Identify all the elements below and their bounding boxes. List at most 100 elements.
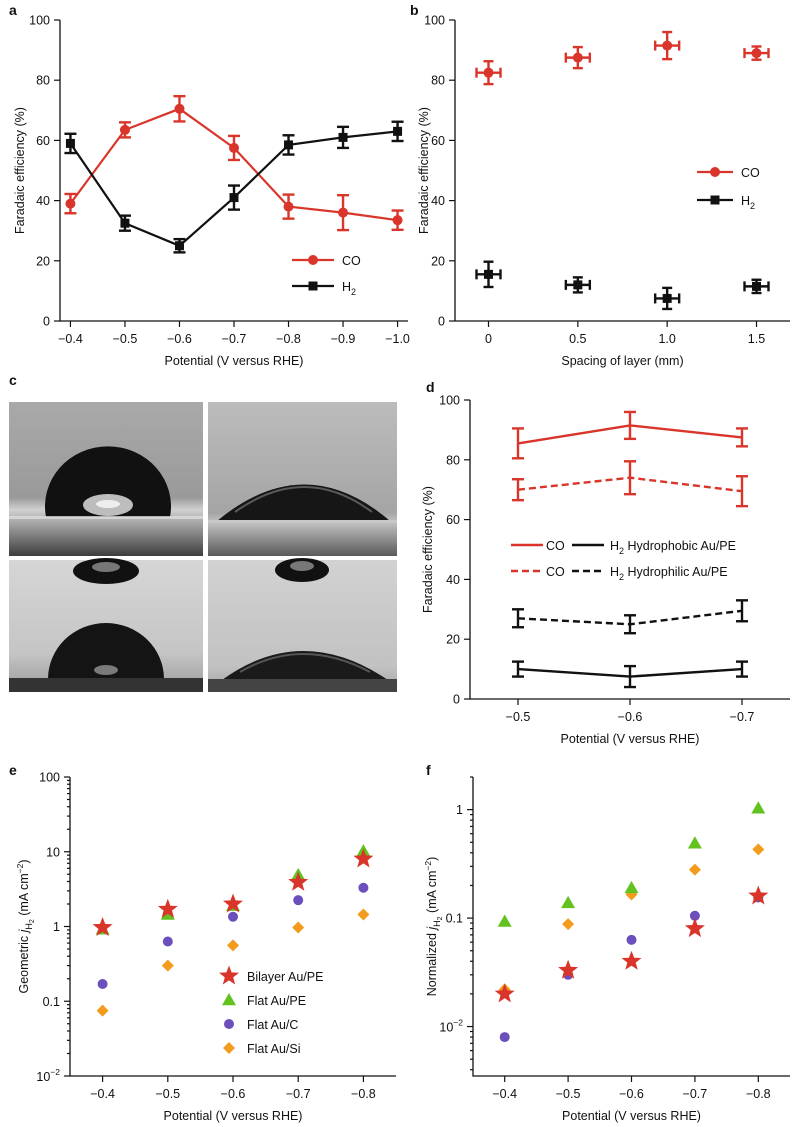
panel-label: b (410, 2, 419, 18)
y-tick-label: 80 (446, 453, 460, 467)
y-tick-label: 10 (46, 845, 60, 859)
data-point (752, 281, 761, 291)
data-point (751, 801, 766, 814)
data-point (228, 911, 238, 922)
label-subscript-2: 2 (29, 919, 36, 923)
legend-label: H2 (342, 280, 356, 297)
data-point (292, 921, 305, 934)
data-point (92, 917, 113, 936)
legend-label-co: CO (546, 565, 565, 579)
data-point (120, 218, 130, 228)
y-tick-label: 0.1 (446, 912, 463, 926)
x-tick-label: −0.6 (221, 1087, 246, 1101)
data-point (624, 880, 639, 894)
legend-label: CO (741, 166, 760, 180)
legend-subscript: 2 (750, 201, 755, 211)
hydrophilic-droplet-image (208, 402, 397, 556)
panel-label: e (9, 762, 17, 778)
legend: CO H2 (292, 254, 361, 297)
data-point (572, 52, 583, 63)
x-tick-label: −0.5 (113, 332, 138, 346)
data-point (338, 132, 348, 142)
legend-label: CO (342, 254, 361, 268)
x-tick-label: −0.5 (556, 1087, 581, 1101)
legend-text: H (610, 565, 619, 579)
label-symbol: j (425, 926, 439, 932)
data-point (162, 936, 173, 947)
x-tick-label: 0.5 (569, 332, 586, 346)
data-point (229, 142, 239, 153)
x-axis-label: Potential (V versus RHE) (165, 354, 304, 368)
data-point (174, 241, 184, 251)
legend-label: Flat Au/C (247, 1018, 298, 1032)
y-tick-label: 40 (431, 194, 445, 208)
x-tick-label: −0.5 (155, 1087, 180, 1101)
chart-panel-d: −0.5 −0.6 −0.7 0 20 40 60 80 100 Potential (V ver… (421, 379, 790, 746)
x-tick-label: 1.0 (658, 332, 675, 346)
label-subscript: H (432, 920, 442, 927)
y-tick-label: 10−2 (36, 1067, 60, 1084)
data-point (483, 67, 494, 78)
label-text: ) (17, 859, 31, 863)
data-point (223, 893, 243, 913)
y-axis-label: Faradaic efficiency (%) (417, 107, 431, 234)
legend-label: H2 (741, 194, 755, 211)
y-tick-label: 1 (53, 920, 60, 934)
data-point (353, 848, 374, 868)
x-tick-label: −0.9 (331, 332, 356, 346)
legend-marker (710, 195, 720, 205)
legend-marker (224, 1019, 234, 1029)
legend-text: H (741, 194, 750, 208)
y-tick-label: 10−2 (439, 1018, 463, 1035)
data-point (662, 293, 672, 303)
panel-label-c: c (9, 372, 17, 388)
data-point (392, 215, 403, 226)
x-tick-label: −0.5 (506, 710, 531, 724)
hydrophobic-droplet-image (9, 402, 203, 556)
data-point (229, 193, 239, 203)
y-axis-label: Faradaic efficiency (%) (13, 107, 27, 234)
legend-marker (710, 167, 720, 177)
series-flat-au-si (498, 843, 765, 996)
y-tick-label: 0 (453, 693, 460, 707)
series-bilayer-au-pe (494, 885, 769, 1003)
data-point (293, 895, 304, 906)
legend-text: CO (342, 254, 361, 268)
x-tick-label: −0.8 (351, 1087, 376, 1101)
data-point (119, 124, 130, 135)
data-point (497, 914, 512, 927)
panel-label: f (426, 762, 431, 778)
data-point (621, 950, 642, 970)
label-subscript-2: 2 (437, 916, 444, 920)
y-tick-label: 80 (36, 74, 50, 88)
data-point (499, 1032, 510, 1043)
legend-label-h2: H2 Hydrophobic Au/PE (610, 539, 736, 556)
x-tick-label: −0.6 (618, 710, 643, 724)
tick-base: 10 (36, 1070, 50, 1084)
data-point (687, 836, 702, 849)
chart-panel-b: 0 0.5 1.0 1.5 0 20 40 60 80 100 Spacing of layer (… (410, 2, 790, 368)
label-superscript: −2 (15, 863, 25, 873)
data-point (484, 269, 493, 279)
legend-marker (223, 1042, 235, 1054)
data-point (357, 908, 370, 921)
x-tick-label: −0.6 (167, 332, 192, 346)
y-tick-label: 100 (439, 394, 460, 408)
tick-exponent: −2 (50, 1067, 60, 1077)
x-tick-label: −0.7 (683, 1087, 708, 1101)
y-axis-label: Normalized jH2 (mA cm−2) (423, 857, 444, 997)
y-tick-label: 1 (456, 803, 463, 817)
label-text: Geometric (17, 932, 31, 993)
legend-text: Hydrophobic Au/PE (624, 539, 736, 553)
data-point (65, 138, 75, 148)
data-point (174, 103, 185, 114)
x-axis-label: Potential (V versus RHE) (164, 1109, 303, 1123)
axes-frame (472, 777, 790, 1077)
legend-subscript: 2 (619, 572, 624, 582)
y-axis-label: Faradaic efficiency (%) (421, 486, 435, 613)
x-tick-label: −0.4 (492, 1087, 517, 1101)
x-axis-label: Spacing of layer (mm) (561, 354, 683, 368)
y-tick-label: 60 (431, 134, 445, 148)
series-co (64, 94, 404, 232)
